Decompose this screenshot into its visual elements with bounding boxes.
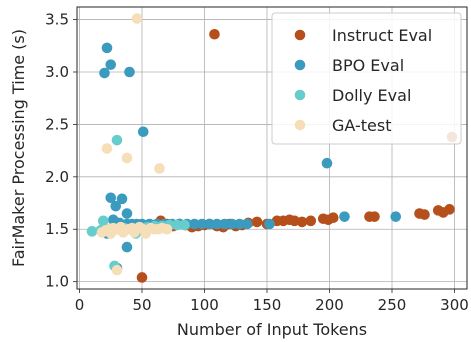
legend-marker [294, 59, 306, 71]
data-point [419, 209, 430, 220]
data-point [121, 208, 133, 219]
data-point [219, 218, 230, 230]
data-point [105, 59, 117, 70]
legend-label: Instruct Eval [332, 26, 432, 45]
plot-frame [76, 6, 468, 290]
data-point [111, 264, 123, 276]
x-tick-label: 300 [440, 296, 469, 314]
data-point [110, 200, 122, 212]
legend-label: GA-test [332, 116, 392, 135]
x-tick-label: 50 [132, 296, 151, 314]
legend-marker [294, 29, 306, 41]
data-point [129, 227, 140, 238]
y-tick-label: 3.5 [45, 11, 69, 29]
legend-item: Dolly Eval [294, 86, 411, 105]
data-point [101, 143, 113, 154]
y-tick-label: 1.5 [45, 220, 69, 238]
y-tick-label: 1.0 [45, 273, 69, 291]
data-point [121, 152, 133, 164]
x-tick-label: 200 [315, 296, 344, 314]
data-point [339, 211, 350, 222]
x-axis-ticks: 0 50 100 150 200 250 300 [75, 289, 469, 314]
data-point [296, 216, 308, 228]
data-point [121, 241, 133, 253]
data-point [264, 218, 275, 230]
data-point [101, 42, 113, 54]
data-point [124, 66, 135, 78]
data-point [179, 219, 190, 231]
data-point [97, 215, 109, 227]
data-point [204, 218, 215, 230]
legend-box [271, 12, 462, 145]
data-point [305, 215, 317, 227]
series-dolly-eval [86, 134, 190, 272]
data-point [209, 28, 220, 40]
data-point [251, 216, 263, 228]
data-point [196, 218, 208, 230]
x-tick-label: 100 [190, 296, 219, 314]
x-axis-label: Number of Input Tokens [177, 320, 367, 339]
data-point [234, 218, 245, 230]
x-tick-label: 250 [378, 296, 407, 314]
series-ga-test [96, 13, 173, 276]
data-point [161, 223, 173, 235]
y-tick-label: 2.0 [45, 168, 69, 186]
legend-item: BPO Eval [294, 56, 404, 75]
data-point [211, 218, 223, 230]
data-point [140, 228, 152, 239]
legend-item: Instruct Eval [294, 26, 432, 45]
data-point [327, 212, 339, 224]
data-points [86, 13, 458, 283]
legend: Instruct Eval BPO Eval Dolly Eval GA-test [271, 12, 462, 145]
y-axis-label: FairMaker Processing Time (s) [9, 29, 28, 267]
data-point [444, 204, 455, 215]
data-point [189, 218, 200, 230]
data-point [131, 13, 143, 24]
data-point [105, 228, 117, 239]
data-point [226, 218, 238, 230]
data-point [321, 157, 333, 169]
x-tick-label: 150 [253, 296, 282, 314]
data-point [116, 193, 128, 205]
data-point [369, 211, 380, 222]
data-point [171, 219, 183, 231]
legend-marker [294, 89, 306, 101]
x-tick-label: 0 [75, 296, 85, 314]
data-point [105, 192, 117, 204]
y-tick-label: 2.5 [45, 115, 69, 133]
data-point [390, 211, 402, 222]
data-point [99, 67, 110, 79]
data-point [137, 126, 149, 138]
legend-item: GA-test [294, 116, 392, 135]
data-point [136, 272, 148, 283]
y-axis-ticks: 1.0 1.5 2.0 2.5 3.0 3.5 [45, 11, 77, 291]
data-point [117, 227, 129, 238]
legend-label: Dolly Eval [332, 86, 411, 105]
data-point [154, 163, 165, 174]
data-point [86, 226, 98, 237]
data-point [241, 218, 253, 230]
y-tick-label: 3.0 [45, 63, 69, 81]
legend-label: BPO Eval [332, 56, 404, 75]
legend-marker [294, 119, 306, 131]
data-point [111, 134, 123, 146]
